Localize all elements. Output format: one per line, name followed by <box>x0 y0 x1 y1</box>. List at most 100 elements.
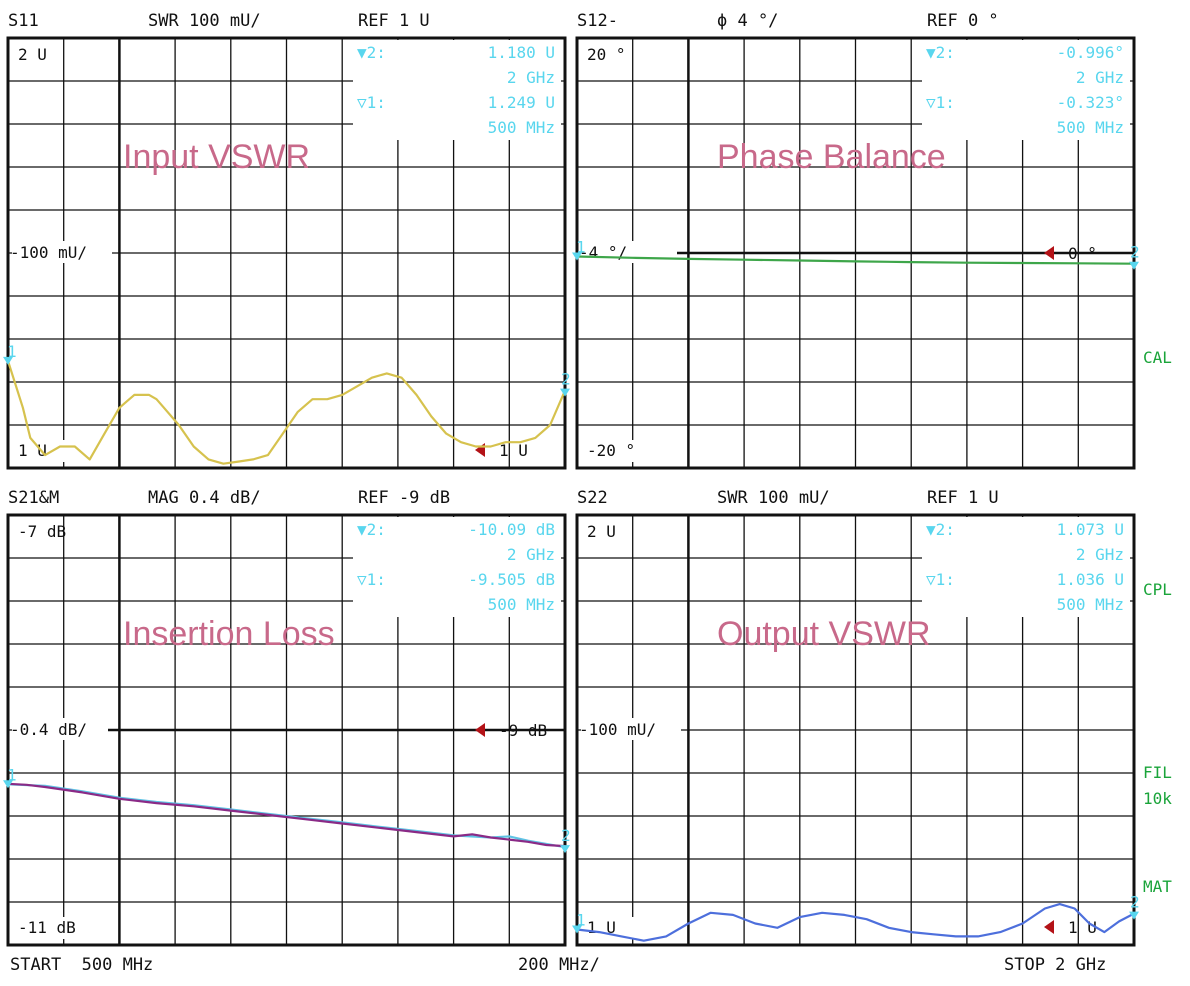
marker-2-label: 2 <box>1130 243 1140 262</box>
marker-1-label: 1 <box>576 911 586 930</box>
trace-line <box>6 360 567 465</box>
scale-mid: -100 mU/ <box>579 720 656 739</box>
marker-1-label: 1 <box>7 342 17 361</box>
marker-2-icon <box>560 845 570 854</box>
header-ref: REF 1 U <box>358 11 430 31</box>
panel-title: Input VSWR <box>123 138 310 176</box>
marker-1-icon <box>572 925 582 934</box>
header-param: S21&M <box>8 488 59 508</box>
marker-1-icon <box>3 780 13 789</box>
marker-id: ▼2: <box>357 43 386 62</box>
marker-id: ▼2: <box>926 43 955 62</box>
marker-freq: 2 GHz <box>1076 545 1124 564</box>
header-scale: SWR 100 mU/ <box>717 488 830 508</box>
scale-bottom: 1 U <box>18 441 47 460</box>
marker-id: ▽1: <box>357 570 386 589</box>
marker-value: -0.323° <box>1057 93 1124 112</box>
header-ref: REF -9 dB <box>358 488 450 508</box>
label-backing <box>16 440 74 462</box>
marker-id: ▼2: <box>357 520 386 539</box>
ref-label: 1 U <box>1068 918 1097 937</box>
scale-top: 2 U <box>587 522 616 541</box>
marker-value: -10.09 dB <box>468 520 555 539</box>
footer-stop: STOP 2 GHz <box>1004 955 1107 975</box>
scale-mid: -100 mU/ <box>10 243 87 262</box>
label-backing <box>16 917 74 939</box>
marker-value: -9.505 dB <box>468 570 555 589</box>
marker-2-label: 2 <box>1130 893 1140 912</box>
footer-span: 200 MHz/ <box>518 955 600 975</box>
marker-id: ▽1: <box>357 93 386 112</box>
marker-2-label: 2 <box>561 370 571 389</box>
side-label-cal: CAL <box>1143 348 1172 367</box>
panel-s21: S21&M MAG 0.4 dB/REF -9 dB ▼2: -10.09 dB 2 G… <box>3 488 571 947</box>
label-backing <box>12 718 112 740</box>
marker-2-icon <box>1129 261 1139 270</box>
marker-2-icon <box>560 388 570 397</box>
header-param: S11 <box>8 11 39 31</box>
label-backing <box>585 521 621 541</box>
marker-freq: 2 GHz <box>507 68 555 87</box>
side-label-fil: FIL <box>1143 763 1172 782</box>
marker-freq: 500 MHz <box>1057 595 1124 614</box>
header-param: S12- <box>577 11 618 31</box>
ref-label: 0 ° <box>1068 244 1097 263</box>
marker-value: -0.996° <box>1057 43 1124 62</box>
marker-freq: 2 GHz <box>1076 68 1124 87</box>
side-label-10k: 10k <box>1143 789 1172 808</box>
scale-top: 2 U <box>18 45 47 64</box>
marker-id: ▼2: <box>926 520 955 539</box>
label-backing <box>16 44 52 64</box>
marker-box <box>922 40 1130 140</box>
marker-2-icon <box>1129 911 1139 920</box>
footer-start: START 500 MHz <box>10 955 154 975</box>
ref-label: 1 U <box>499 441 528 460</box>
marker-id: ▽1: <box>926 93 955 112</box>
marker-1-icon <box>3 356 13 365</box>
side-label-mat: MAT <box>1143 877 1172 896</box>
label-backing <box>585 917 643 939</box>
label-backing <box>581 718 681 740</box>
marker-box <box>353 40 561 140</box>
marker-id: ▽1: <box>926 570 955 589</box>
panel-s22: S22 SWR 100 mU/REF 1 U ▼2: 1.073 U 2 GHz ▽1: 1… <box>572 488 1140 947</box>
marker-value: 1.249 U <box>488 93 555 112</box>
marker-box <box>353 517 561 617</box>
ref-arrow-icon <box>475 723 485 737</box>
marker-freq: 500 MHz <box>1057 118 1124 137</box>
header-scale: ϕ 4 °/ <box>717 11 778 31</box>
marker-2-label: 2 <box>561 826 571 845</box>
marker-freq: 500 MHz <box>488 595 555 614</box>
scale-top: -7 dB <box>18 522 66 541</box>
scale-mid: -0.4 dB/ <box>10 720 87 739</box>
marker-value: 1.180 U <box>488 43 555 62</box>
marker-1-icon <box>572 252 582 261</box>
side-label-cpl: CPL <box>1143 580 1172 599</box>
ref-arrow-icon <box>1044 920 1054 934</box>
trace-line <box>7 782 566 848</box>
plot-frame <box>575 513 1136 947</box>
label-backing <box>16 521 52 541</box>
plot-frame <box>6 36 567 470</box>
ref-label: -9 dB <box>499 721 547 740</box>
marker-box <box>922 517 1130 617</box>
trace-line <box>576 903 1135 942</box>
header-ref: REF 1 U <box>927 488 999 508</box>
marker-freq: 500 MHz <box>488 118 555 137</box>
marker-freq: 2 GHz <box>507 545 555 564</box>
marker-1-label: 1 <box>576 237 586 256</box>
ref-arrow-icon <box>1044 246 1054 260</box>
scale-bottom: -20 ° <box>587 441 635 460</box>
header-scale: SWR 100 mU/ <box>148 11 261 31</box>
trace-line <box>576 255 1135 265</box>
panel-title: Insertion Loss <box>123 615 335 653</box>
scale-top: 20 ° <box>587 45 626 64</box>
marker-1-label: 1 <box>7 765 17 784</box>
marker-value: 1.036 U <box>1057 570 1124 589</box>
label-backing <box>585 44 621 64</box>
panel-s12: S12- ϕ 4 °/ REF 0 ° ▼2: -0.996° 2 GHz ▽1: -0.32… <box>572 11 1140 470</box>
panel-title: Phase Balance <box>717 138 946 176</box>
label-backing <box>585 440 643 462</box>
